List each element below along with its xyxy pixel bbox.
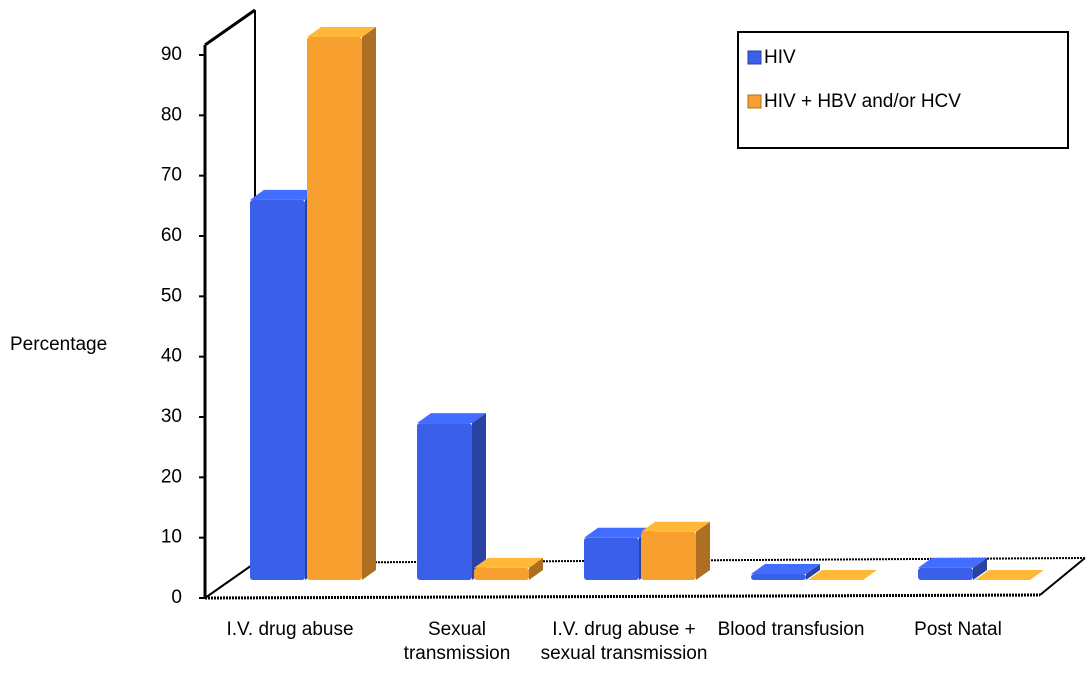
legend-swatch (747, 94, 762, 109)
bar-side (696, 521, 710, 580)
bar-front (641, 531, 696, 580)
bar (808, 570, 877, 580)
bar (641, 521, 710, 580)
y-tick-label: 0 (171, 587, 182, 608)
bar-top (307, 27, 376, 37)
bar-front (307, 37, 362, 580)
bar-top (808, 570, 877, 580)
y-tick-label: 90 (161, 44, 182, 65)
bar (975, 570, 1044, 580)
bar-front (474, 567, 529, 580)
legend: HIV HIV + HBV and/or HCV (737, 31, 1069, 149)
bar (307, 27, 376, 580)
x-tick-label: I.V. drug abuse + sexual transmission (540, 619, 708, 664)
bar-top (417, 413, 486, 424)
bar-front (417, 423, 472, 580)
bar-side (362, 27, 376, 580)
y-tick-label: 50 (161, 285, 182, 306)
x-tick-label: Sexual transmission (403, 619, 511, 664)
y-tick-label: 40 (161, 346, 182, 367)
floor-left (204, 562, 256, 599)
bar-front (751, 573, 806, 580)
y-tick-label: 20 (161, 466, 182, 487)
bar (918, 557, 987, 580)
y-tick-label: 30 (161, 406, 182, 427)
bar-side (472, 413, 486, 580)
bar-top (975, 570, 1044, 580)
wall-top (204, 8, 256, 47)
bar-side (806, 563, 820, 580)
y-tick-label: 70 (161, 165, 182, 186)
bar (417, 413, 486, 580)
y-tick-label: 80 (161, 104, 182, 125)
y-axis-label: Percentage (10, 334, 107, 355)
legend-label: HIV (764, 47, 796, 68)
y-tick-label: 10 (161, 527, 182, 548)
bar-top (751, 563, 820, 574)
bar-top (250, 189, 319, 200)
bar-front (584, 537, 639, 580)
legend-box (737, 31, 1069, 149)
bar-top (641, 521, 710, 532)
bar-top (584, 527, 653, 538)
bar-front (250, 199, 305, 580)
bar-top (474, 557, 543, 568)
x-tick-label: Blood transfusion (717, 619, 865, 640)
legend-swatch (747, 50, 762, 65)
bar (474, 557, 543, 580)
floor-front (204, 593, 1041, 600)
y-tick-label: 60 (161, 225, 182, 246)
bar-side (973, 557, 987, 580)
bar-side (529, 557, 543, 580)
floor-right (1039, 557, 1086, 596)
bar (751, 563, 820, 580)
bar-top (918, 557, 987, 568)
x-tick-label: Post Natal (914, 619, 1002, 640)
bar-front (918, 567, 973, 580)
x-tick-label: I.V. drug abuse (226, 619, 354, 640)
legend-label: HIV + HBV and/or HCV (764, 91, 961, 112)
